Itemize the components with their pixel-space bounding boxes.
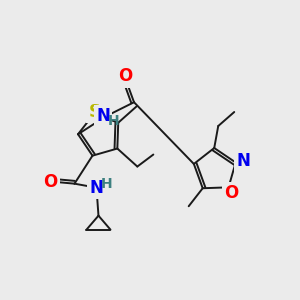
Text: S: S (89, 103, 101, 121)
Text: O: O (118, 67, 132, 85)
Text: N: N (96, 107, 110, 125)
Text: O: O (224, 184, 239, 202)
Text: N: N (237, 152, 250, 170)
Text: O: O (44, 173, 58, 191)
Text: N: N (89, 179, 103, 197)
Text: H: H (101, 177, 112, 191)
Text: H: H (108, 114, 120, 128)
